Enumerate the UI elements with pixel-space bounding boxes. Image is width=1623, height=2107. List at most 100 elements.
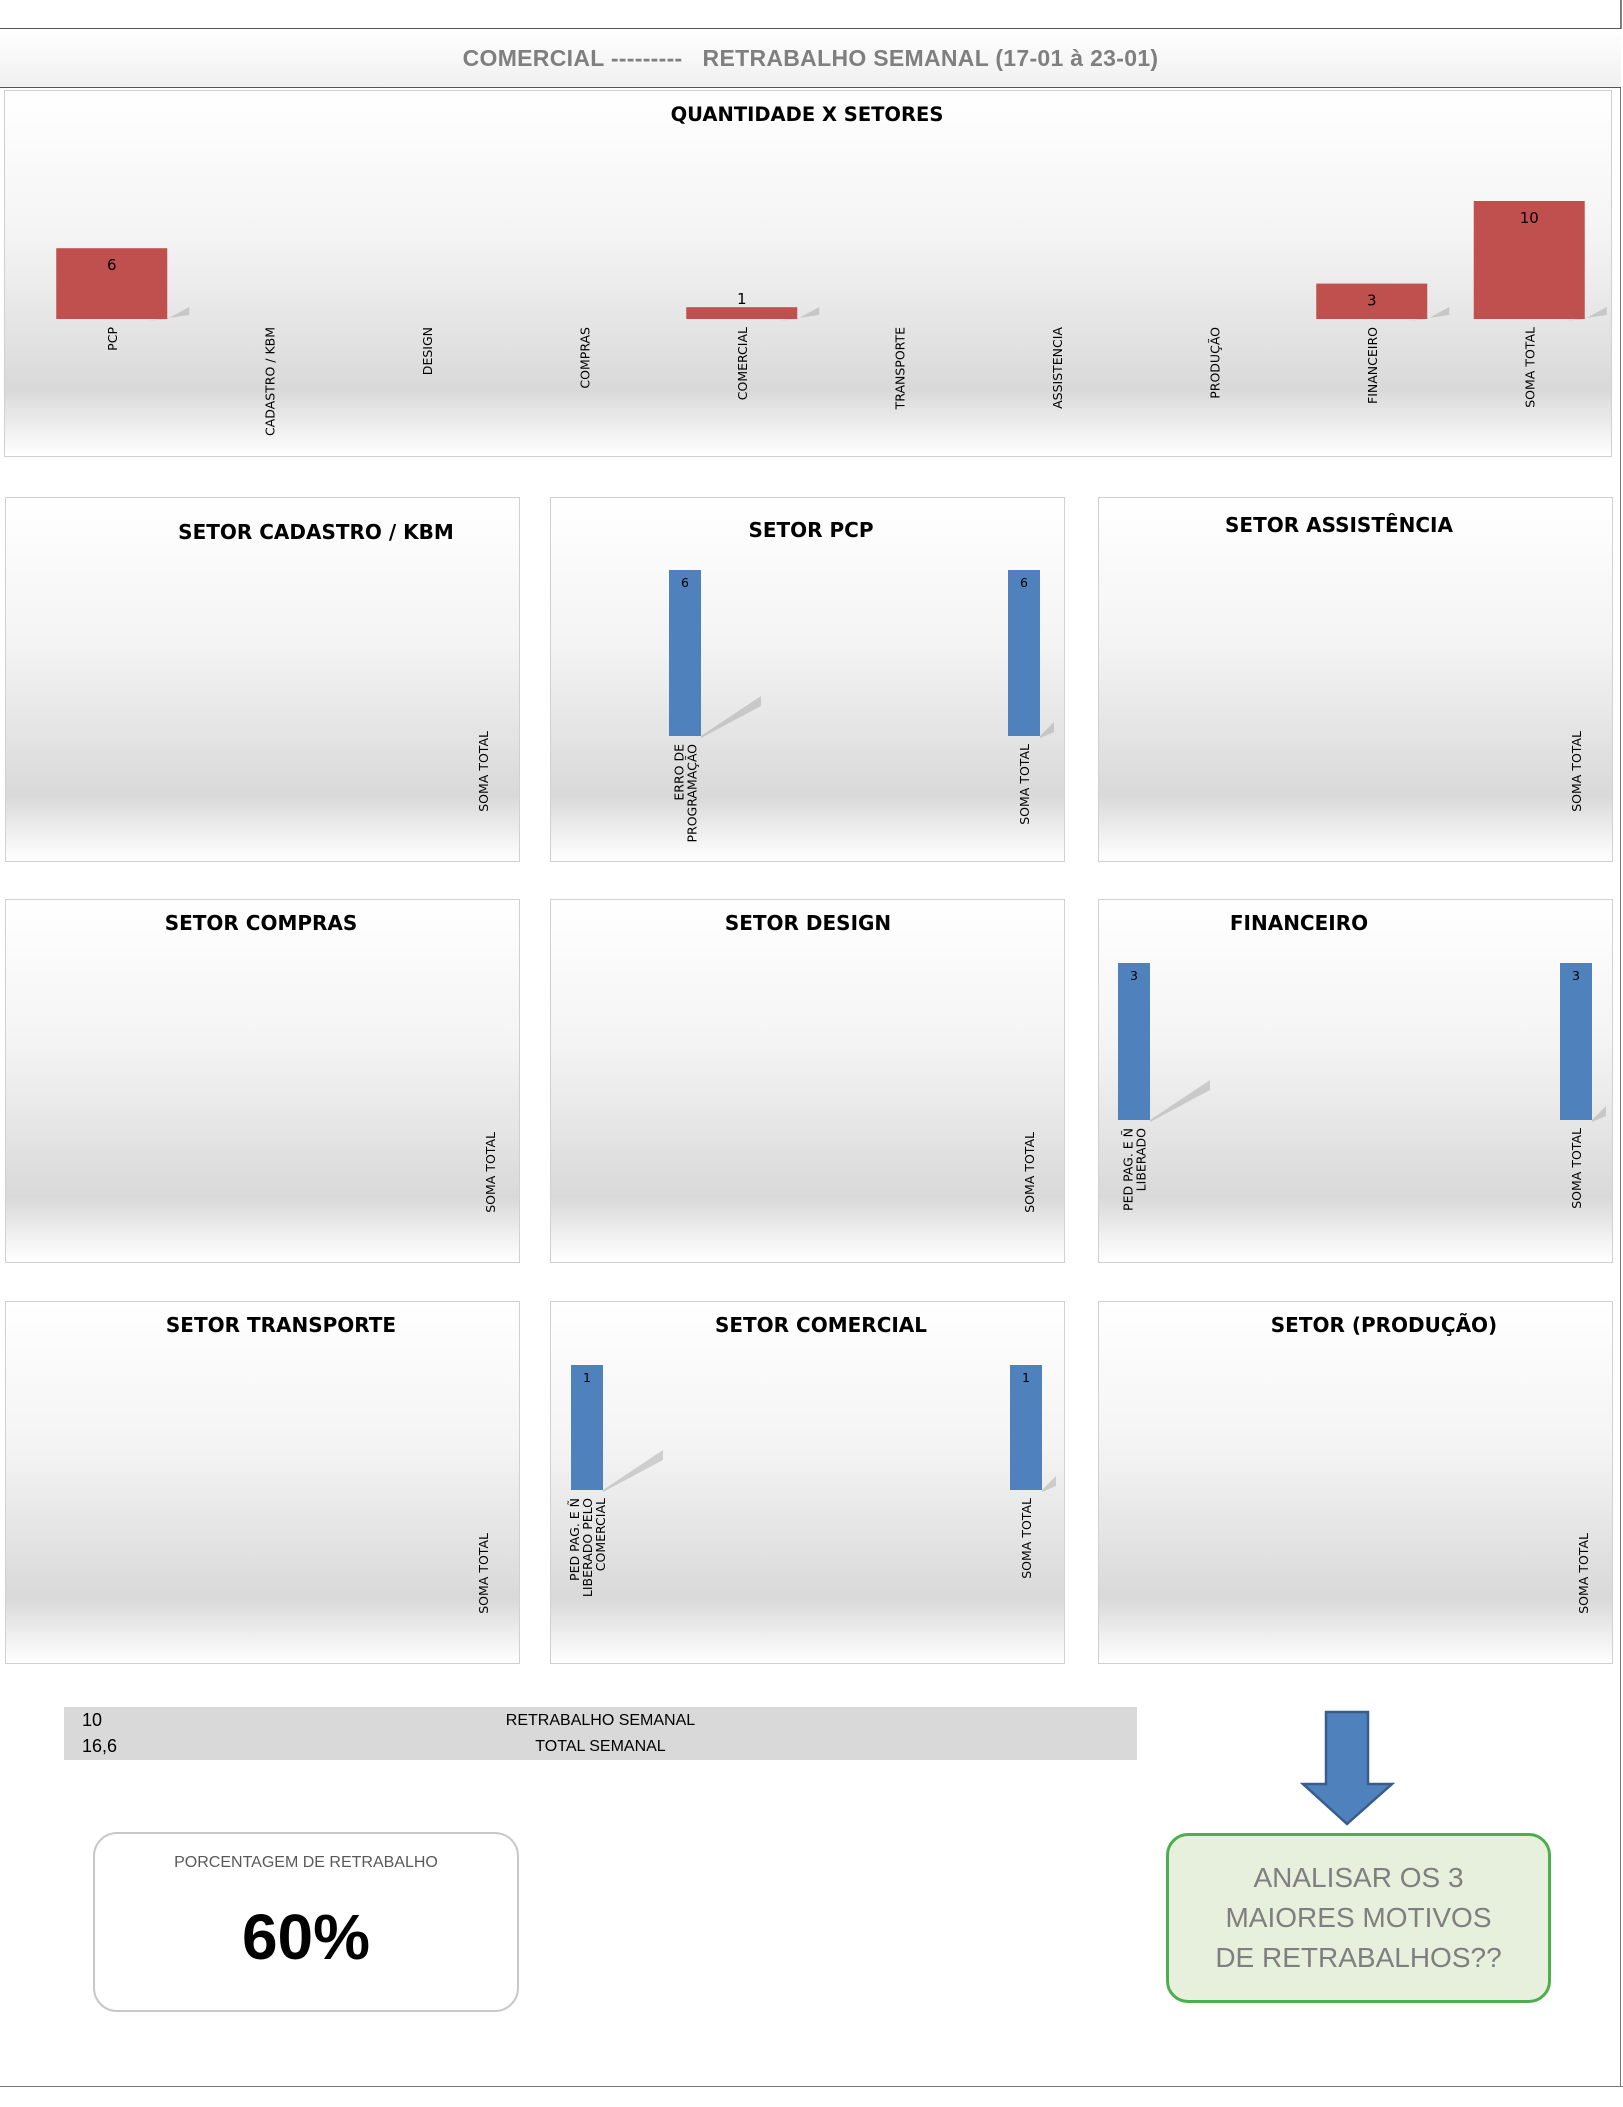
summary-row: 16,6 TOTAL SEMANAL xyxy=(64,1733,1137,1759)
bar xyxy=(56,248,168,319)
category-label-line: SOMA TOTAL xyxy=(1019,1498,1034,1579)
page-title: COMERCIAL --------- RETRABALHO SEMANAL (… xyxy=(462,44,1159,71)
chart-title: SETOR COMERCIAL xyxy=(715,1313,927,1337)
category-label: COMPRAS xyxy=(577,327,592,389)
sector-panel-comercial: SETOR COMERCIAL 1 PED PAG. E ÑLIBERADO PEL… xyxy=(550,1301,1065,1664)
top-band xyxy=(0,0,1622,29)
sector-chart-pcp: SETOR PCP 6 ERRO DEPROGRAMAÇÃO 6 SOMA TOTAL xyxy=(669,518,1054,843)
chart-title: QUANTIDADE X SETORES xyxy=(671,103,944,126)
summary-row: 10 RETRABALHO SEMANAL xyxy=(64,1707,1137,1733)
category-label-line: LIBERADO PELO xyxy=(580,1498,595,1597)
category-label: SOMA TOTAL xyxy=(1569,1128,1584,1209)
summary-value: 10 xyxy=(82,1710,103,1730)
percentage-value: 60% xyxy=(241,1901,371,1973)
category-label: PED PAG. E ÑLIBERADO xyxy=(1121,1128,1149,1211)
bar-shadow xyxy=(1564,307,1607,321)
category-label: SOMA TOTAL xyxy=(1017,744,1032,825)
category-label-line: PED PAG. E Ñ xyxy=(1121,1128,1136,1211)
category-label: PED PAG. E ÑLIBERADO PELOCOMERCIAL xyxy=(567,1498,608,1597)
sector-panel-cadastro: SETOR CADASTRO / KBM SOMA TOTAL xyxy=(5,497,520,862)
category-label: ERRO DEPROGRAMAÇÃO xyxy=(672,744,700,843)
category-label-line: SOMA TOTAL xyxy=(1569,731,1584,812)
category-label-line: LIBERADO xyxy=(1134,1128,1149,1191)
category-label: SOMA TOTAL xyxy=(1019,1498,1034,1579)
sector-panel-compras: SETOR COMPRAS SOMA TOTAL xyxy=(5,899,520,1263)
chart-title: SETOR COMPRAS xyxy=(165,911,358,935)
sector-chart-producao: SETOR (PRODUÇÃO) SOMA TOTAL xyxy=(1271,1313,1591,1614)
bar-shadow xyxy=(1042,1476,1056,1492)
data-label: 10 xyxy=(1520,209,1539,227)
category-label: CADASTRO / KBM xyxy=(262,327,277,436)
page-header: COMERCIAL --------- RETRABALHO SEMANAL (… xyxy=(0,28,1621,88)
bar-shadow xyxy=(603,1450,663,1492)
chart-title: SETOR PCP xyxy=(748,518,873,542)
data-label: 3 xyxy=(1130,968,1138,983)
percentage-box: PORCENTAGEM DE RETRABALHO 60% xyxy=(93,1832,519,2012)
bar xyxy=(686,307,798,319)
page-bottom-border xyxy=(0,2086,1623,2087)
bar-shadow xyxy=(1040,722,1054,738)
note-box: ANALISAR OS 3 MAIORES MOTIVOS DE RETRABA… xyxy=(1166,1833,1551,2003)
main-chart-panel: QUANTIDADE X SETORES 6 PCP CADASTRO / KBM DE… xyxy=(4,90,1612,457)
bar-shadow xyxy=(1592,1106,1606,1122)
bar-shadow xyxy=(147,307,190,321)
summary-table: 10 RETRABALHO SEMANAL 16,6 TOTAL SEMANAL xyxy=(64,1707,1137,1760)
sector-chart-compras: SETOR COMPRAS SOMA TOTAL xyxy=(165,911,498,1213)
category-label: PRODUÇÃO xyxy=(1207,327,1222,399)
data-label: 1 xyxy=(583,1370,591,1385)
category-label-line: PED PAG. E Ñ xyxy=(567,1498,582,1581)
bar xyxy=(669,570,701,736)
data-label: 3 xyxy=(1572,968,1580,983)
summary-value: 16,6 xyxy=(82,1736,118,1756)
summary-label: RETRABALHO SEMANAL xyxy=(505,1712,696,1729)
category-label-line: SOMA TOTAL xyxy=(1022,1132,1037,1213)
category-label: SOMA TOTAL xyxy=(1522,327,1537,408)
data-label: 6 xyxy=(1020,575,1028,590)
category-label-line: SOMA TOTAL xyxy=(476,1533,491,1614)
chart-title: SETOR DESIGN xyxy=(725,911,891,935)
data-label: 3 xyxy=(1367,292,1377,310)
bar xyxy=(1560,963,1592,1120)
sector-chart-assistencia: SETOR ASSISTÊNCIA SOMA TOTAL xyxy=(1225,513,1584,812)
note-text: ANALISAR OS 3 MAIORES MOTIVOS DE RETRABA… xyxy=(1215,1862,1502,1973)
sector-panel-assistencia: SETOR ASSISTÊNCIA SOMA TOTAL xyxy=(1098,497,1613,862)
category-label: SOMA TOTAL xyxy=(1569,731,1584,812)
sector-panel-producao: SETOR (PRODUÇÃO) SOMA TOTAL xyxy=(1098,1301,1613,1664)
category-label-line: COMERCIAL xyxy=(593,1498,608,1571)
bar xyxy=(1010,1365,1042,1490)
bar-shadow xyxy=(1407,307,1450,321)
category-label: SOMA TOTAL xyxy=(483,1132,498,1213)
chart-title: SETOR TRANSPORTE xyxy=(166,1313,396,1337)
category-label: PCP xyxy=(105,327,120,351)
bar xyxy=(1118,963,1150,1120)
category-label: FINANCEIRO xyxy=(1365,327,1380,404)
data-label: 1 xyxy=(1022,1370,1030,1385)
category-label: ASSISTENCIA xyxy=(1050,327,1065,409)
category-label: TRANSPORTE xyxy=(892,327,907,410)
sector-chart-financeiro: FINANCEIRO 3 PED PAG. E ÑLIBERADO 3 SOMA TOT… xyxy=(1118,911,1606,1211)
data-label: 6 xyxy=(107,256,117,274)
category-label: DESIGN xyxy=(420,327,435,375)
sector-chart-comercial: SETOR COMERCIAL 1 PED PAG. E ÑLIBERADO PEL… xyxy=(567,1313,1056,1597)
category-label-line: SOMA TOTAL xyxy=(483,1132,498,1213)
data-label: 1 xyxy=(737,290,747,308)
down-arrow-icon xyxy=(1300,1710,1396,1826)
summary-label: TOTAL SEMANAL xyxy=(535,1738,666,1755)
sector-panel-financeiro: FINANCEIRO 3 PED PAG. E ÑLIBERADO 3 SOMA TOT… xyxy=(1098,899,1613,1263)
sector-chart-cadastro: SETOR CADASTRO / KBM SOMA TOTAL xyxy=(178,520,491,812)
category-label: SOMA TOTAL xyxy=(476,1533,491,1614)
bar xyxy=(1473,201,1585,319)
page-right-border xyxy=(1620,0,1621,2087)
category-label-line: SOMA TOTAL xyxy=(1569,1128,1584,1209)
category-label-line: PROGRAMAÇÃO xyxy=(685,744,700,843)
bar xyxy=(1008,570,1040,736)
sector-panel-pcp: SETOR PCP 6 ERRO DEPROGRAMAÇÃO 6 SOMA TOTAL xyxy=(550,497,1065,862)
sector-panel-transporte: SETOR TRANSPORTE SOMA TOTAL xyxy=(5,1301,520,1664)
bar xyxy=(1316,283,1428,319)
category-label: SOMA TOTAL xyxy=(1022,1132,1037,1213)
sector-panel-design: SETOR DESIGN SOMA TOTAL xyxy=(550,899,1065,1263)
bar-shadow xyxy=(1150,1080,1210,1122)
category-label: SOMA TOTAL xyxy=(476,731,491,812)
chart-title: SETOR (PRODUÇÃO) xyxy=(1271,1313,1497,1337)
sector-chart-design: SETOR DESIGN SOMA TOTAL xyxy=(725,911,1037,1213)
